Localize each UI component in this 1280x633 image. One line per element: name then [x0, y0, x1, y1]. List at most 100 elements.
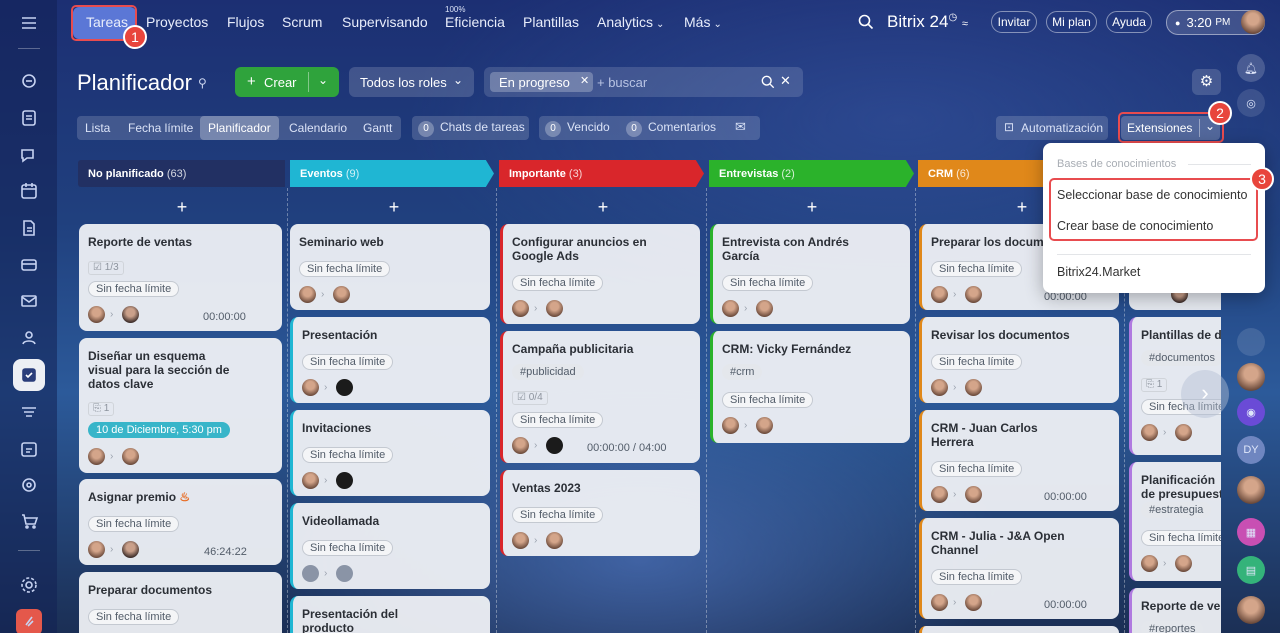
- funnel-icon[interactable]: [16, 400, 42, 426]
- target-icon[interactable]: [16, 472, 42, 498]
- task-card[interactable]: CRM - Julia - J&A Open Channel Sin fecha…: [919, 518, 1119, 619]
- tab-supervisando[interactable]: Supervisando: [342, 14, 428, 30]
- deadline-tag[interactable]: Sin fecha límite: [931, 569, 1023, 585]
- tab-proyectos[interactable]: Proyectos: [146, 14, 209, 30]
- avatar-dy[interactable]: DY: [1237, 436, 1265, 464]
- menu-item-market[interactable]: Bitrix24.Market: [1057, 265, 1141, 279]
- view-lista[interactable]: Lista: [85, 121, 111, 135]
- chevron-down-icon[interactable]: ⌄: [318, 73, 329, 87]
- user-avatar[interactable]: [1241, 10, 1265, 34]
- sliders-icon[interactable]: ≈: [961, 18, 968, 30]
- hashtag[interactable]: #reportes: [1141, 621, 1204, 633]
- deadline-tag[interactable]: Sin fecha límite: [88, 281, 180, 297]
- extensiones-button[interactable]: Extensiones ⌄: [1121, 116, 1220, 140]
- hashtag[interactable]: #estrategia: [1141, 502, 1212, 518]
- hashtag[interactable]: #crm: [722, 364, 763, 380]
- settings-icon[interactable]: [16, 572, 42, 598]
- comentarios-counter[interactable]: 0 Comentarios: [626, 120, 716, 137]
- deadline-tag[interactable]: Sin fecha límite: [722, 392, 814, 408]
- deadline-tag[interactable]: Sin fecha límite: [1141, 399, 1221, 415]
- task-card[interactable]: Presentación del producto: [290, 596, 490, 633]
- chats-button[interactable]: 0 Chats de tareas: [412, 116, 529, 140]
- hashtag[interactable]: #publicidad: [512, 364, 584, 380]
- task-card[interactable]: Preparar documentos Sin fecha límite: [79, 572, 282, 633]
- deadline-tag[interactable]: Sin fecha límite: [931, 354, 1023, 370]
- filter-chip[interactable]: En progreso ✕: [490, 72, 593, 92]
- calendar-green-icon[interactable]: ▤: [1237, 556, 1265, 584]
- invitar-button[interactable]: Invitar: [991, 11, 1037, 33]
- pulse-icon[interactable]: ◎: [1237, 89, 1265, 117]
- ayuda-button[interactable]: Ayuda: [1106, 11, 1152, 33]
- deadline-tag[interactable]: Sin fecha límite: [722, 275, 814, 291]
- task-card[interactable]: Asignar premio ♨ Sin fecha límite › 46:2…: [79, 479, 282, 565]
- schedule-icon[interactable]: [16, 436, 42, 462]
- feed-icon[interactable]: [16, 68, 42, 94]
- cart-icon[interactable]: [16, 508, 42, 534]
- tab-flujos[interactable]: Flujos: [227, 14, 265, 30]
- tasks-icon[interactable]: [13, 359, 45, 391]
- chevron-down-icon[interactable]: ⌄: [1205, 119, 1216, 133]
- calendar-icon[interactable]: [16, 178, 42, 204]
- menu-item-crear[interactable]: Crear base de conocimiento: [1057, 219, 1214, 233]
- task-card[interactable]: Invitaciones Sin fecha límite ›: [290, 410, 490, 496]
- vencido-counter[interactable]: 0 Vencido: [545, 120, 610, 137]
- rocket-icon[interactable]: [16, 609, 42, 633]
- avatar[interactable]: [1237, 596, 1265, 624]
- task-card[interactable]: Reporte de ventas ☑ 1/3 Sin fecha límite…: [79, 224, 282, 331]
- scroll-right-arrow-icon[interactable]: ›: [1181, 370, 1229, 418]
- contacts-icon[interactable]: [16, 325, 42, 351]
- add-task-icon[interactable]: +: [597, 197, 609, 217]
- task-card[interactable]: Presentación Sin fecha límite ›: [290, 317, 490, 403]
- clear-icon[interactable]: ✕: [780, 73, 791, 88]
- crear-button[interactable]: + Crear ⌄: [235, 67, 339, 97]
- avatar[interactable]: [1237, 363, 1265, 391]
- deadline-tag[interactable]: Sin fecha límite: [931, 461, 1023, 477]
- task-card[interactable]: CRM: Vicky Fernández #crm Sin fecha lími…: [710, 331, 910, 443]
- add-task-icon[interactable]: +: [388, 197, 400, 217]
- search-icon[interactable]: [858, 14, 874, 30]
- calendar-app-icon[interactable]: ▦: [1237, 518, 1265, 546]
- search-input[interactable]: + buscar: [597, 75, 648, 90]
- chat-icon[interactable]: [16, 142, 42, 168]
- task-card[interactable]: [919, 626, 1119, 633]
- settings-gear-icon[interactable]: ⚙: [1192, 69, 1221, 95]
- search-icon[interactable]: [761, 75, 775, 89]
- add-task-icon[interactable]: +: [1016, 197, 1028, 217]
- view-planificador[interactable]: Planificador: [208, 121, 271, 135]
- channel-icon[interactable]: ◉: [1237, 398, 1265, 426]
- task-card[interactable]: Revisar los documentos Sin fecha límite …: [919, 317, 1119, 403]
- roles-dropdown[interactable]: Todos los roles ⌄: [349, 67, 474, 97]
- search-bar[interactable]: En progreso ✕ + buscar ✕: [484, 67, 803, 97]
- chat-check-icon[interactable]: ✉: [735, 119, 746, 134]
- deadline-tag[interactable]: 10 de Diciembre, 5:30 pm: [88, 422, 230, 438]
- avatar[interactable]: [1237, 476, 1265, 504]
- view-gantt[interactable]: Gantt: [363, 121, 393, 135]
- deadline-tag[interactable]: Sin fecha límite: [931, 261, 1023, 277]
- file-icon[interactable]: [16, 215, 42, 241]
- menu-icon[interactable]: [16, 10, 42, 36]
- avatar[interactable]: [1237, 328, 1265, 356]
- menu-item-seleccionar[interactable]: Seleccionar base de conocimiento: [1057, 188, 1248, 202]
- mail-icon[interactable]: [16, 288, 42, 314]
- tab-tareas[interactable]: Tareas: [86, 14, 129, 30]
- add-task-icon[interactable]: +: [176, 197, 188, 217]
- task-card[interactable]: Ventas 2023 Sin fecha límite ›: [500, 470, 700, 556]
- task-card[interactable]: Seminario web Sin fecha límite ›: [290, 224, 490, 310]
- bell-icon[interactable]: 🔔︎: [1237, 54, 1265, 82]
- view-fecha-limite[interactable]: Fecha límite: [128, 121, 194, 135]
- view-calendario[interactable]: Calendario: [289, 121, 348, 135]
- tab-scrum[interactable]: Scrum: [282, 14, 323, 30]
- task-card[interactable]: Campaña publicitaria #publicidad ☑ 0/4 S…: [500, 331, 700, 463]
- tab-eficiencia[interactable]: Eficiencia: [445, 14, 505, 30]
- card-icon[interactable]: [16, 252, 42, 278]
- task-card[interactable]: Plantillas de do #documentos ⎘ 1 Sin fec…: [1129, 317, 1221, 455]
- task-card[interactable]: Planificación de presupuesto #estrategia…: [1129, 462, 1221, 581]
- tab-mas[interactable]: Más ⌄: [684, 14, 722, 30]
- documents-icon[interactable]: [16, 105, 42, 131]
- deadline-tag[interactable]: Sin fecha límite: [512, 412, 604, 428]
- mi-plan-button[interactable]: Mi plan: [1046, 11, 1097, 33]
- deadline-tag[interactable]: Sin fecha límite: [299, 261, 391, 277]
- task-card[interactable]: Diseñar un esquema visual para la secció…: [79, 338, 282, 473]
- automatizacion-button[interactable]: ⊡ Automatización: [996, 116, 1108, 140]
- deadline-tag[interactable]: Sin fecha límite: [302, 540, 394, 556]
